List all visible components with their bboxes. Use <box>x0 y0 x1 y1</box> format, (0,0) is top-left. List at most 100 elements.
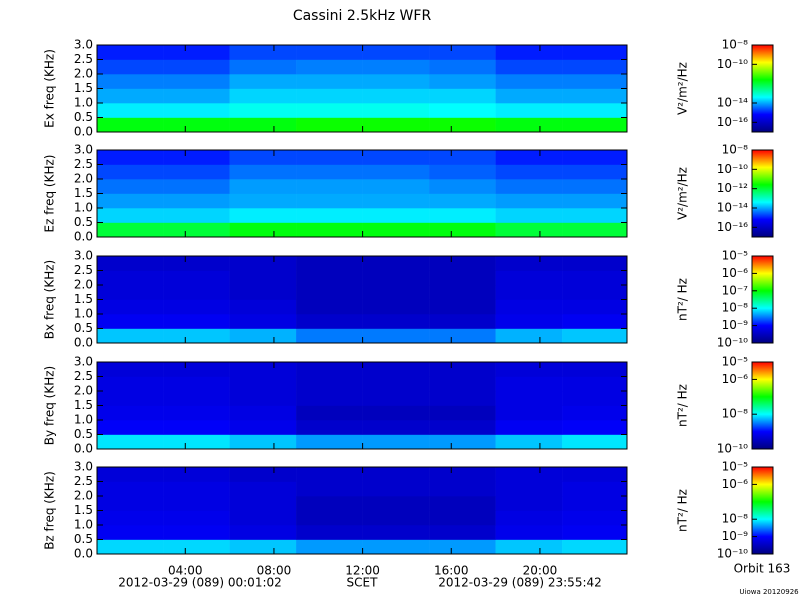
heatmap-cell <box>562 164 628 180</box>
heatmap-cell <box>562 434 628 450</box>
heatmap-cell <box>362 285 430 300</box>
heatmap-cell <box>97 222 164 238</box>
heatmap-cell <box>296 405 363 421</box>
heatmap-cell <box>562 193 628 209</box>
heatmap-cell <box>362 525 430 540</box>
heatmap-cell <box>562 74 628 89</box>
heatmap-cell <box>229 164 297 180</box>
colorbar-tick-label: 10⁻⁵ <box>722 249 749 263</box>
y-tick-label: 1.5 <box>74 186 93 200</box>
x-tick-label: 20:00 <box>523 564 558 578</box>
y-tick-label: 1.5 <box>74 398 93 412</box>
heatmap-cell <box>229 256 297 271</box>
heatmap-cell <box>229 117 297 133</box>
heatmap-cell <box>229 467 297 482</box>
colorbar-tick-label: 10⁻¹⁰ <box>717 162 748 176</box>
heatmap-cell <box>97 481 164 497</box>
heatmap-cell <box>163 405 230 421</box>
colorbar-tick-label: 10⁻⁵ <box>722 460 749 474</box>
colorbar-tick-label: 10⁻⁶ <box>722 266 749 280</box>
y-tick-label: 3.0 <box>74 249 93 263</box>
heatmap-cell <box>229 481 297 497</box>
x-tick-label: 08:00 <box>257 564 292 578</box>
colorbar <box>751 466 774 555</box>
heatmap-cell <box>495 496 563 511</box>
heatmap-cell <box>97 270 164 286</box>
heatmap-cell <box>562 285 628 300</box>
colorbar-tick-label: 10⁻¹² <box>717 181 748 195</box>
y-tick-label: 2.5 <box>74 157 93 171</box>
heatmap-cell <box>562 117 628 133</box>
y-tick-label: 3.0 <box>74 460 93 474</box>
heatmap-cell <box>97 391 164 406</box>
colorbar <box>751 149 774 238</box>
heatmap-cell <box>562 270 628 286</box>
y-tick-label: 0.5 <box>74 427 93 441</box>
y-tick-label: 3.0 <box>74 143 93 157</box>
heatmap-cell <box>495 467 563 482</box>
heatmap-cell <box>163 539 230 555</box>
heatmap-cell <box>296 539 363 555</box>
colorbar-tick-label: 10⁻¹⁶ <box>717 115 748 129</box>
heatmap-cell <box>362 74 430 89</box>
y-tick-label: 2.0 <box>74 67 93 81</box>
heatmap-cell <box>562 150 628 165</box>
heatmap-cell <box>562 256 628 271</box>
heatmap-cell <box>97 208 164 223</box>
heatmap-cell <box>97 510 164 526</box>
heatmap-cell <box>296 314 363 329</box>
heatmap-cell <box>97 496 164 511</box>
heatmap-cell <box>429 45 496 60</box>
heatmap-cell <box>362 539 430 555</box>
heatmap-cell <box>296 510 363 526</box>
heatmap-cell <box>163 376 230 392</box>
heatmap-cell <box>429 467 496 482</box>
heatmap-cell <box>362 256 430 271</box>
heatmap-cell <box>495 285 563 300</box>
y-tick-label: 1.0 <box>74 307 93 321</box>
heatmap-cell <box>163 193 230 209</box>
y-tick-label: 1.0 <box>74 201 93 215</box>
heatmap-cell <box>163 391 230 406</box>
heatmap-cell <box>362 222 430 238</box>
heatmap-cell <box>429 299 496 315</box>
colorbar-tick-label: 10⁻¹⁰ <box>717 57 748 71</box>
heatmap-cell <box>362 117 430 133</box>
heatmap-cell <box>229 150 297 165</box>
heatmap-cell <box>163 481 230 497</box>
colorbar-label: nT²/ Hz <box>676 489 690 532</box>
y-axis-label: Ez freq (KHz) <box>43 155 57 233</box>
heatmap-cell <box>296 59 363 75</box>
heatmap-cell <box>495 510 563 526</box>
heatmap-cell <box>296 164 363 180</box>
colorbar-tick-label: 10⁻⁸ <box>722 143 749 157</box>
heatmap-cell <box>429 103 496 118</box>
heatmap-cell <box>429 88 496 104</box>
heatmap-cell <box>495 103 563 118</box>
credit: Uiowa 20120926 <box>739 588 799 596</box>
colorbar <box>751 361 774 450</box>
heatmap-cell <box>429 510 496 526</box>
heatmap-cell <box>495 150 563 165</box>
heatmap-cell <box>229 193 297 209</box>
y-tick-label: 0.0 <box>74 442 93 456</box>
heatmap-cell <box>163 314 230 329</box>
heatmap-cell <box>495 328 563 344</box>
heatmap-cell <box>562 405 628 421</box>
heatmap-cell <box>163 467 230 482</box>
heatmap-cell <box>562 88 628 104</box>
heatmap-cell <box>296 150 363 165</box>
heatmap-cell <box>429 150 496 165</box>
y-tick-label: 0.0 <box>74 125 93 139</box>
y-tick-label: 1.5 <box>74 81 93 95</box>
y-tick-label: 0.5 <box>74 532 93 546</box>
heatmap-cell <box>296 496 363 511</box>
heatmap-cell <box>429 481 496 497</box>
x-tick-label: 16:00 <box>434 564 469 578</box>
heatmap-cell <box>97 117 164 133</box>
heatmap-cell <box>495 314 563 329</box>
heatmap-cell <box>495 59 563 75</box>
heatmap-cell <box>296 481 363 497</box>
heatmap-cell <box>163 74 230 89</box>
heatmap-cell <box>229 405 297 421</box>
